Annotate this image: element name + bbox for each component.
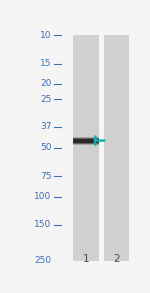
Text: 1: 1 xyxy=(83,254,90,264)
Bar xyxy=(104,35,129,261)
Text: 15: 15 xyxy=(40,59,51,68)
Text: 250: 250 xyxy=(34,256,51,265)
Text: 2: 2 xyxy=(113,254,120,264)
Text: 75: 75 xyxy=(40,172,51,181)
Text: 50: 50 xyxy=(40,144,51,152)
Text: 150: 150 xyxy=(34,220,51,229)
Text: 25: 25 xyxy=(40,95,51,104)
Bar xyxy=(73,139,99,143)
Text: 100: 100 xyxy=(34,192,51,201)
Text: 37: 37 xyxy=(40,122,51,131)
Text: 20: 20 xyxy=(40,79,51,88)
Bar xyxy=(73,35,99,261)
Bar xyxy=(73,137,99,145)
Text: 10: 10 xyxy=(40,31,51,40)
Bar xyxy=(73,138,99,144)
